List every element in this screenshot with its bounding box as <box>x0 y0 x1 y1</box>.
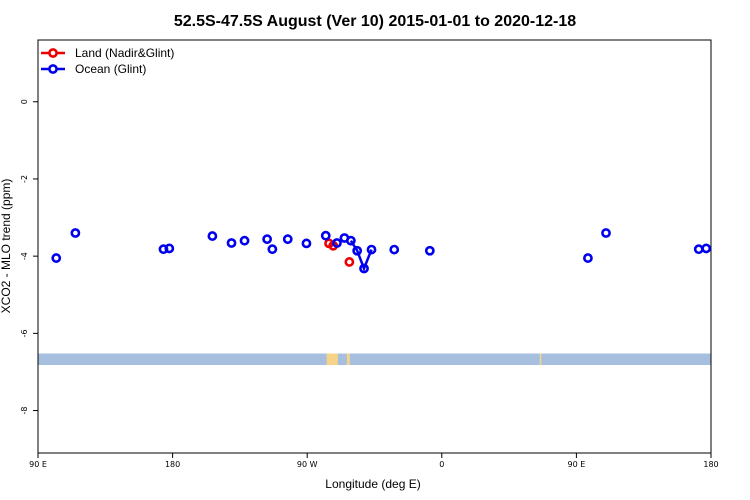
y-axis: 0 -2 -4 -6 -8 <box>20 99 38 415</box>
data-point <box>262 234 273 245</box>
data-point <box>345 235 356 246</box>
data-point <box>51 253 62 263</box>
data-point <box>359 263 369 274</box>
y-tick-label: -2 <box>20 175 29 183</box>
data-point <box>344 257 355 267</box>
x-tick-label: 90 E <box>568 460 586 469</box>
map-land-patch <box>326 353 338 365</box>
data-point <box>424 245 435 256</box>
map-land-layer <box>326 353 542 365</box>
legend-label: Ocean (Glint) <box>75 62 146 76</box>
data-point <box>164 243 175 254</box>
chart-title: 52.5S-47.5S August (Ver 10) 2015-01-01 t… <box>174 13 576 30</box>
map-land-patch <box>346 353 350 365</box>
map-land-patch <box>539 353 542 365</box>
x-tick-label: 90 E <box>29 460 47 469</box>
y-tick-label: -8 <box>20 407 29 415</box>
x-tick-label: 90 W <box>297 460 318 469</box>
data-point <box>601 228 611 238</box>
x-tick-label: 180 <box>703 460 718 469</box>
y-axis-label: XCO2 - MLO trend (ppm) <box>0 179 13 314</box>
legend-marker <box>48 64 58 74</box>
x-tick-label: 180 <box>165 460 180 469</box>
data-point <box>239 235 250 246</box>
data-point <box>332 238 342 248</box>
data-point <box>207 231 218 241</box>
plot-area <box>37 39 712 454</box>
data-point <box>282 234 293 245</box>
x-axis: 90 E 180 90 W 0 90 E 180 <box>29 453 719 469</box>
legend: Land (Nadir&Glint) Ocean (Glint) <box>41 46 174 76</box>
series-ocean <box>51 228 712 274</box>
data-point <box>226 238 237 248</box>
x-tick-label: 0 <box>439 460 444 469</box>
y-tick-label: 0 <box>20 99 29 104</box>
data-point <box>389 244 400 255</box>
data-point <box>352 245 363 256</box>
plot-frame <box>37 39 712 454</box>
y-tick-label: -6 <box>20 329 29 337</box>
data-point <box>70 228 81 238</box>
map-ocean-band <box>38 353 711 365</box>
data-point <box>267 244 278 255</box>
data-point <box>693 244 704 255</box>
data-point <box>320 230 331 241</box>
legend-label: Land (Nadir&Glint) <box>75 46 174 60</box>
data-point <box>701 243 712 254</box>
series-layer <box>51 228 712 274</box>
data-point <box>583 253 593 263</box>
legend-marker <box>48 48 58 58</box>
data-point <box>301 238 312 249</box>
y-tick-label: -4 <box>20 252 29 260</box>
series-line <box>349 240 373 272</box>
data-point <box>366 244 377 255</box>
x-axis-label: Longitude (deg E) <box>325 477 420 491</box>
